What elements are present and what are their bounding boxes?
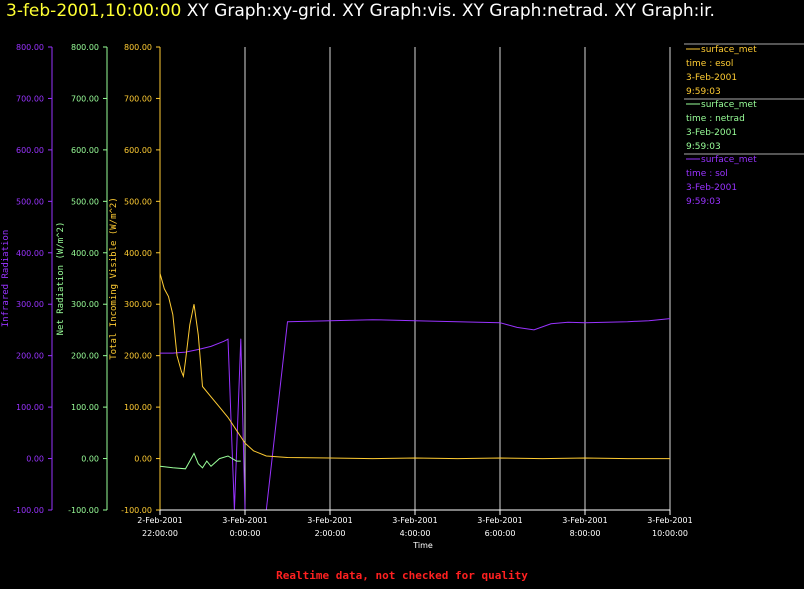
y-tick-label-ir: 700.00 xyxy=(16,94,44,103)
y-tick-label-netrad: 700.00 xyxy=(71,94,99,103)
series-lines xyxy=(159,273,671,511)
y-tick-label-vis: -100.00 xyxy=(121,506,152,515)
header-graph-list: XY Graph:xy-grid. XY Graph:vis. XY Graph… xyxy=(186,1,715,21)
legend-date: 3-Feb-2001 xyxy=(686,183,737,193)
y-tick-label-ir: 600.00 xyxy=(16,146,44,155)
x-axis-label: Time xyxy=(412,541,433,550)
series-line-vis xyxy=(159,273,670,460)
legend-field: time : netrad xyxy=(686,114,745,124)
y-axis-label-ir: Infrared Radiation xyxy=(1,230,11,328)
y-axes: 800.00 700.00 600.00 500.00 400.00 300.00 200.… xyxy=(1,43,161,515)
legend-series-name: surface_met xyxy=(701,45,757,55)
y-tick-label-vis: 0.00 xyxy=(134,455,152,464)
y-tick-label-ir: -100.00 xyxy=(13,506,44,515)
y-tick-label-vis: 200.00 xyxy=(124,352,152,361)
x-tick-date: 3-Feb-2001 xyxy=(307,516,352,525)
x-axis: 2-Feb-2001 22:00:00 3-Feb-2001 0:00:00 3-Feb… xyxy=(137,509,693,538)
y-axis-label-vis: Total Incoming Visible (W/m^2) xyxy=(109,197,119,360)
legend-time: 9:59:03 xyxy=(686,142,721,152)
y-tick-label-ir: 500.00 xyxy=(16,197,44,206)
y-tick-label-netrad: 800.00 xyxy=(71,43,99,52)
y-tick-label-vis: 300.00 xyxy=(124,300,152,309)
y-tick-label-netrad: 500.00 xyxy=(71,197,99,206)
x-tick-time: 8:00:00 xyxy=(570,529,601,538)
y-tick-label-vis: 600.00 xyxy=(124,146,152,155)
quality-note: Realtime data, not checked for quality xyxy=(276,569,528,582)
y-tick-label-netrad: -100.00 xyxy=(68,506,99,515)
y-tick-label-netrad: 0.00 xyxy=(81,455,99,464)
legend-series-name: surface_met xyxy=(701,155,757,165)
y-tick-label-ir: 0.00 xyxy=(26,455,44,464)
y-tick-label-vis: 400.00 xyxy=(124,249,152,258)
series-line-netrad xyxy=(159,452,241,470)
x-tick-date: 3-Feb-2001 xyxy=(222,516,267,525)
y-tick-label-vis: 700.00 xyxy=(124,94,152,103)
y-tick-label-netrad: 300.00 xyxy=(71,300,99,309)
y-tick-label-ir: 200.00 xyxy=(16,352,44,361)
x-tick-time: 6:00:00 xyxy=(485,529,516,538)
x-tick-time: 0:00:00 xyxy=(230,529,261,538)
y-axis-label-netrad: Net Radiation (W/m^2) xyxy=(56,222,66,336)
y-tick-label-vis: 100.00 xyxy=(124,403,152,412)
legend-field: time : esol xyxy=(686,59,733,69)
y-tick-label-ir: 100.00 xyxy=(16,403,44,412)
y-tick-label-vis: 500.00 xyxy=(124,197,152,206)
x-tick-date: 3-Feb-2001 xyxy=(477,516,522,525)
y-tick-label-vis: 800.00 xyxy=(124,43,152,52)
x-tick-date: 2-Feb-2001 xyxy=(137,516,182,525)
grid xyxy=(244,47,671,510)
y-tick-label-netrad: 200.00 xyxy=(71,352,99,361)
header-datetime: 3-feb-2001,10:00:00 xyxy=(6,1,182,21)
y-tick-label-ir: 400.00 xyxy=(16,249,44,258)
legend-field: time : sol xyxy=(686,169,728,179)
y-tick-label-netrad: 600.00 xyxy=(71,146,99,155)
series-line-ir xyxy=(160,318,671,511)
x-tick-date: 3-Feb-2001 xyxy=(647,516,692,525)
x-tick-time: 4:00:00 xyxy=(400,529,431,538)
x-tick-time: 22:00:00 xyxy=(142,529,178,538)
y-tick-label-ir: 800.00 xyxy=(16,43,44,52)
x-tick-date: 3-Feb-2001 xyxy=(562,516,607,525)
legend-time: 9:59:03 xyxy=(686,87,721,97)
y-tick-label-netrad: 400.00 xyxy=(71,249,99,258)
legend-date: 3-Feb-2001 xyxy=(686,73,737,83)
legend-series-name: surface_met xyxy=(701,100,757,110)
legend-date: 3-Feb-2001 xyxy=(686,128,737,138)
y-tick-label-ir: 300.00 xyxy=(16,300,44,309)
x-tick-date: 3-Feb-2001 xyxy=(392,516,437,525)
x-tick-time: 2:00:00 xyxy=(315,529,346,538)
x-tick-time: 10:00:00 xyxy=(652,529,688,538)
y-tick-label-netrad: 100.00 xyxy=(71,403,99,412)
legend-time: 9:59:03 xyxy=(686,197,721,207)
header-title: 3-feb-2001,10:00:00 XY Graph:xy-grid. XY… xyxy=(6,1,715,21)
